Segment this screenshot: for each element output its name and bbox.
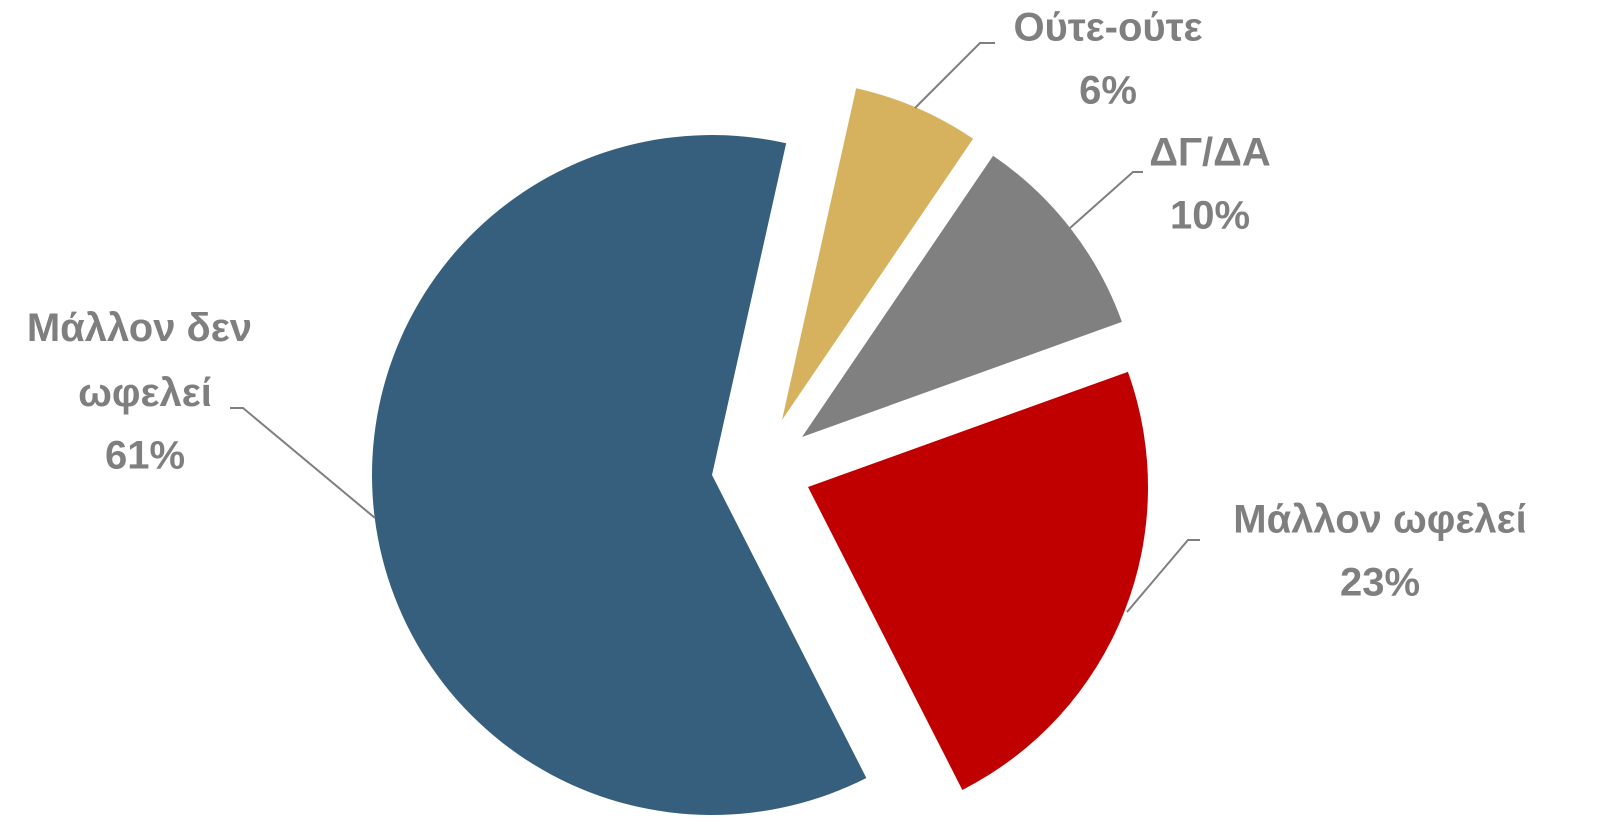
value-label: 61% [105,434,185,478]
slice-label: Μάλλον ωφελεί [1233,498,1526,542]
pie-slice [371,134,867,815]
value-label: 6% [1079,69,1137,113]
leader-line [914,42,995,109]
pie-slice [782,88,974,421]
value-label: 10% [1170,194,1250,238]
leader-line [1126,539,1200,613]
pie-slice [808,371,1149,790]
leader-line [1069,171,1143,229]
pie-slice [802,155,1122,437]
slice-label: ΔΓ/ΔΑ [1149,131,1271,175]
slice-label: Ούτε-ούτε [1013,6,1202,50]
value-label: 23% [1340,561,1420,605]
leader-line [230,407,376,519]
slice-label: Μάλλον δεν ωφελεί [27,306,263,415]
